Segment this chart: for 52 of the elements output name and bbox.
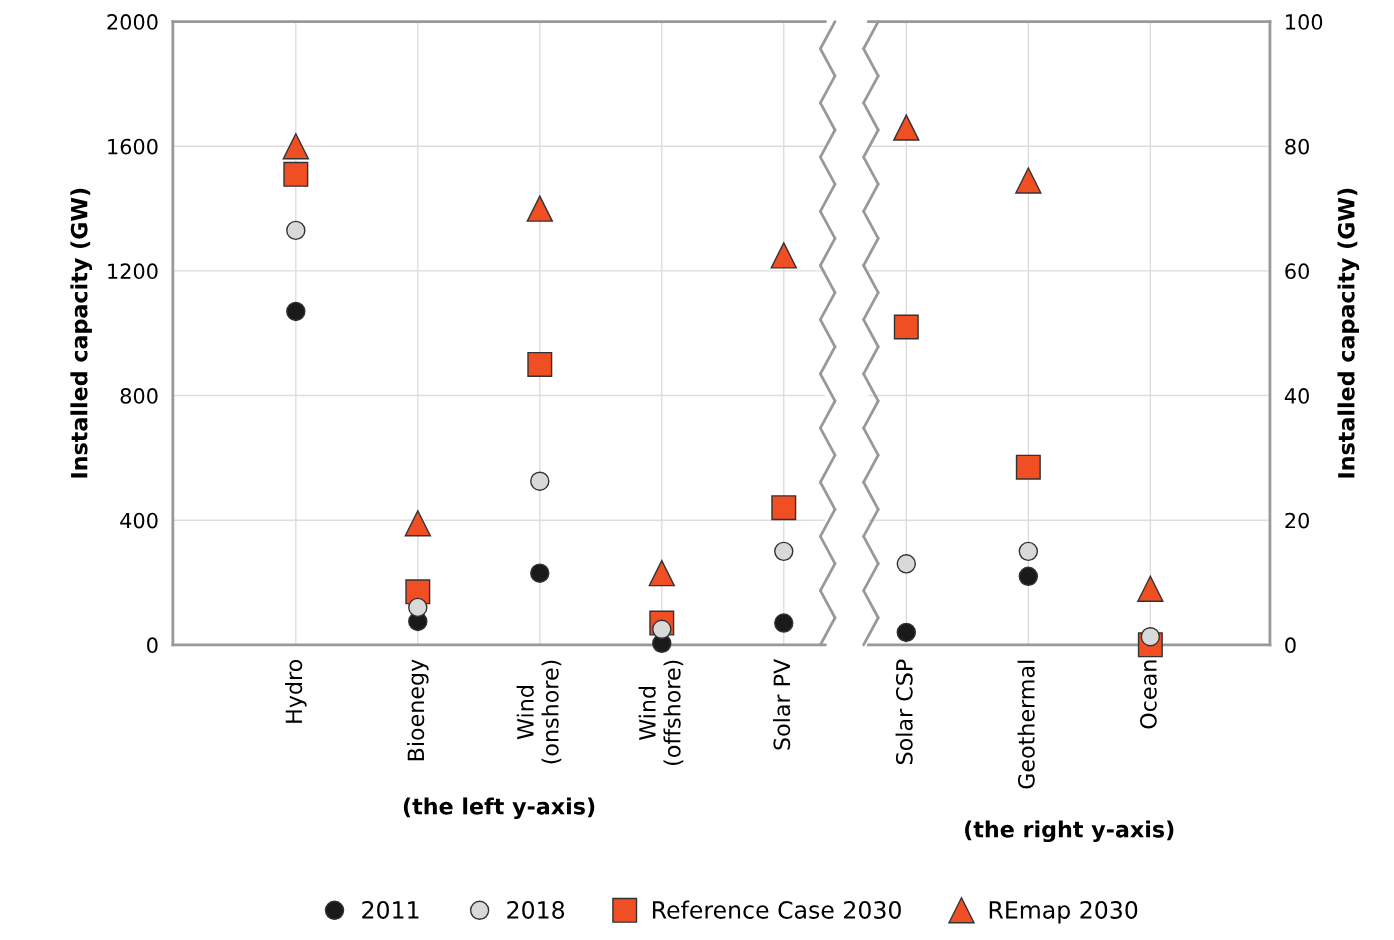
legend-label: 2018 [507,901,565,919]
x-tick-label: Solar CSP [895,659,913,764]
point [1015,454,1041,480]
point [408,597,428,618]
legend-label: 2011 [362,901,419,919]
point [283,161,309,187]
point [1137,575,1164,602]
point [648,559,675,587]
point [286,301,306,322]
point [893,314,919,340]
x-tick-label: Bioenegy [407,659,429,761]
point [774,541,794,562]
point [770,242,797,269]
legend-label: Reference Case 2030 [653,900,901,919]
point [282,133,310,160]
point [1018,541,1039,562]
y2-tick-label: 40 [1284,388,1309,404]
y2-tick-label: 20 [1285,512,1309,529]
y-tick-label: 1600 [108,138,158,155]
point [530,471,550,491]
point [774,613,794,633]
x-tick-label: Hydro [285,659,307,723]
y2-tick-label: 80 [1285,138,1309,155]
point [896,622,917,643]
y-tick-label: 800 [120,388,158,404]
x-tick-label: Solar PV [773,658,791,750]
y-axis-title: Installed capacity (GW) [70,188,93,478]
y2-tick-label: 0 [1285,637,1296,654]
x-tick-label: Wind (onshore) [516,660,562,764]
point [893,114,920,141]
y2-tick-label: 60 [1285,263,1309,280]
x-tick-label: Ocean [1139,660,1157,729]
y-tick-label: 2000 [107,14,158,30]
x-tick-label: Geothermal [1017,660,1035,789]
y2-axis-title: Installed capacity (GW) [1337,188,1360,478]
point [286,220,306,241]
x-axis-title: (the right y-axis) [965,820,1174,843]
point [1015,167,1042,194]
x-axis-title: (the left y-axis) [403,797,595,820]
point [404,510,432,537]
y-tick-label: 400 [120,512,158,529]
point [771,495,797,521]
point [1018,566,1039,587]
y-tick-label: 0 [147,637,158,654]
point [896,554,917,574]
point [526,195,553,222]
y-tick-label: 1200 [108,263,158,280]
point [527,351,553,377]
point [530,563,550,583]
y2-tick-label: 100 [1286,14,1323,30]
legend-label: REmap 2030 [989,901,1138,924]
x-tick-label: Wind (offshore) [638,660,684,765]
